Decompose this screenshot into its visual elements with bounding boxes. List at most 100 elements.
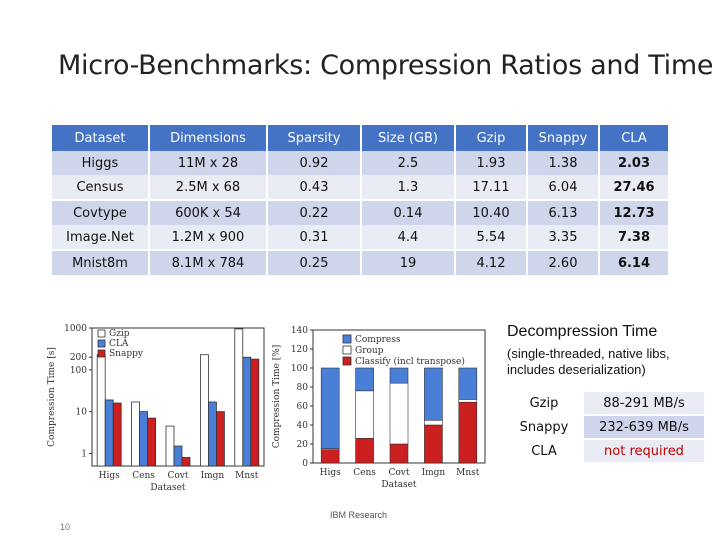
x-tick-label: Covt bbox=[388, 468, 409, 478]
header-snappy: Snappy bbox=[528, 125, 598, 151]
table-row: Gzip 88-291 MB/s bbox=[504, 392, 704, 414]
legend-label: Classify (incl transpose) bbox=[355, 356, 465, 367]
table-cell: 5.54 bbox=[456, 225, 526, 249]
stack-group bbox=[389, 382, 409, 445]
bar-cla bbox=[104, 399, 114, 467]
legend-label: Snappy bbox=[109, 349, 144, 359]
table-cell: 10.40 bbox=[456, 201, 526, 225]
decomp-lib-snappy: Snappy bbox=[504, 416, 584, 438]
table-cell: Higgs bbox=[52, 151, 148, 175]
y-axis-label: Compression Time [%] bbox=[272, 345, 282, 449]
y-tick-label: 1 bbox=[81, 449, 87, 459]
x-tick-label: Mnst bbox=[235, 471, 259, 481]
stack-compress bbox=[389, 367, 409, 384]
header-size: Size (GB) bbox=[362, 125, 454, 151]
x-axis-label: Dataset bbox=[381, 480, 417, 490]
decompression-title: Decompression Time bbox=[507, 323, 658, 340]
decomp-lib-cla: CLA bbox=[504, 440, 584, 462]
y-tick-label: 120 bbox=[291, 345, 308, 355]
table-cell: 27.46 bbox=[600, 175, 668, 199]
decomp-lib-gzip: Gzip bbox=[504, 392, 584, 414]
stack-classify bbox=[424, 424, 443, 464]
x-tick-label: Imgn bbox=[201, 471, 225, 481]
table-row: Census 2.5M x 68 0.43 1.3 17.11 6.04 27.46 bbox=[52, 175, 668, 199]
stack-compress bbox=[424, 367, 443, 421]
y-tick-label: 80 bbox=[297, 383, 309, 393]
bar-gzip bbox=[199, 354, 209, 467]
legend-swatch bbox=[342, 345, 352, 355]
legend-swatch bbox=[342, 334, 352, 344]
table-cell: 1.3 bbox=[362, 175, 454, 199]
bar-gzip bbox=[96, 354, 106, 467]
table-cell: Mnist8m bbox=[52, 251, 148, 275]
table-cell: 6.13 bbox=[528, 201, 598, 225]
x-tick-label: Mnst bbox=[456, 468, 480, 478]
header-gzip: Gzip bbox=[456, 125, 526, 151]
y-tick-label: 0 bbox=[302, 459, 308, 469]
bar-snappy bbox=[112, 402, 122, 467]
row-separator bbox=[52, 199, 668, 201]
table-cell: 2.5M x 68 bbox=[150, 175, 266, 199]
compression-time-chart: 1000 200 100 10 1 Higs Cens Covt Imgn Mnst Dataset… bbox=[47, 324, 265, 493]
y-tick-label: 100 bbox=[291, 364, 308, 374]
table-body: Higgs 11M x 28 0.92 2.5 1.93 1.38 2.03 Census 2.… bbox=[52, 151, 668, 275]
table-cell: 2.60 bbox=[528, 251, 598, 275]
stack-compress bbox=[320, 367, 340, 450]
stack-group bbox=[355, 390, 374, 439]
table-cell: 3.35 bbox=[528, 225, 598, 249]
table-cell: 1.38 bbox=[528, 151, 598, 175]
stack-compress bbox=[355, 367, 374, 392]
table-cell: 12.73 bbox=[600, 201, 668, 225]
y-axis-label: Compression Time [s] bbox=[47, 347, 57, 447]
x-tick-label: Higs bbox=[320, 468, 341, 478]
legend-swatch bbox=[97, 339, 106, 348]
table-row: Snappy 232-639 MB/s bbox=[504, 416, 704, 438]
header-sparsity: Sparsity bbox=[268, 125, 360, 151]
table-cell: 17.11 bbox=[456, 175, 526, 199]
y-tick-label: 140 bbox=[291, 326, 308, 336]
header-dataset: Dataset bbox=[52, 125, 148, 151]
footer-text: IBM Research bbox=[330, 510, 388, 520]
legend-label: Gzip bbox=[109, 329, 130, 339]
page-number: 10 bbox=[60, 522, 71, 532]
decomp-rate-cla: not required bbox=[584, 440, 704, 462]
y-tick-label: 200 bbox=[70, 353, 87, 363]
legend-swatch bbox=[342, 356, 352, 366]
stack-classify bbox=[389, 443, 409, 464]
table-cell: Census bbox=[52, 175, 148, 199]
decompression-table: Gzip 88-291 MB/s Snappy 232-639 MB/s CLA… bbox=[504, 390, 704, 464]
decomp-rate-gzip: 88-291 MB/s bbox=[584, 392, 704, 414]
x-tick-label: Covt bbox=[167, 471, 188, 481]
stack-classify bbox=[320, 449, 340, 464]
bar-gzip bbox=[131, 401, 140, 467]
legend-label: Group bbox=[355, 346, 384, 356]
bar-cla bbox=[242, 356, 252, 467]
bar-gzip bbox=[234, 328, 244, 467]
stack-compress bbox=[458, 367, 478, 400]
x-tick-label: Imgn bbox=[422, 468, 446, 478]
bar-cla bbox=[139, 411, 148, 467]
bar-gzip bbox=[165, 425, 175, 467]
table-row: Higgs 11M x 28 0.92 2.5 1.93 1.38 2.03 bbox=[52, 151, 668, 175]
table-row: CLA not required bbox=[504, 440, 704, 462]
table-cell: 7.38 bbox=[600, 225, 668, 249]
table-cell: 11M x 28 bbox=[150, 151, 266, 175]
table-row: Covtype 600K x 54 0.22 0.14 10.40 6.13 12.73 bbox=[52, 201, 668, 225]
row-separator bbox=[52, 249, 668, 251]
stack-group bbox=[458, 399, 478, 403]
table-cell: 2.5 bbox=[362, 151, 454, 175]
bar-cla bbox=[173, 445, 183, 467]
x-tick-label: Cens bbox=[353, 468, 376, 478]
table-cell: 1.93 bbox=[456, 151, 526, 175]
legend-swatch bbox=[97, 349, 106, 358]
legend-label: Compress bbox=[355, 335, 401, 345]
y-tick-label: 10 bbox=[76, 408, 88, 418]
y-tick-label: 60 bbox=[297, 402, 309, 412]
table-cell: 2.03 bbox=[600, 151, 668, 175]
y-tick-label: 20 bbox=[297, 440, 309, 450]
legend-swatch bbox=[97, 329, 106, 338]
table-cell: 0.25 bbox=[268, 251, 360, 275]
header-cla: CLA bbox=[600, 125, 668, 151]
slide-title: Micro-Benchmarks: Compression Ratios and… bbox=[58, 50, 714, 81]
table-cell: 6.04 bbox=[528, 175, 598, 199]
